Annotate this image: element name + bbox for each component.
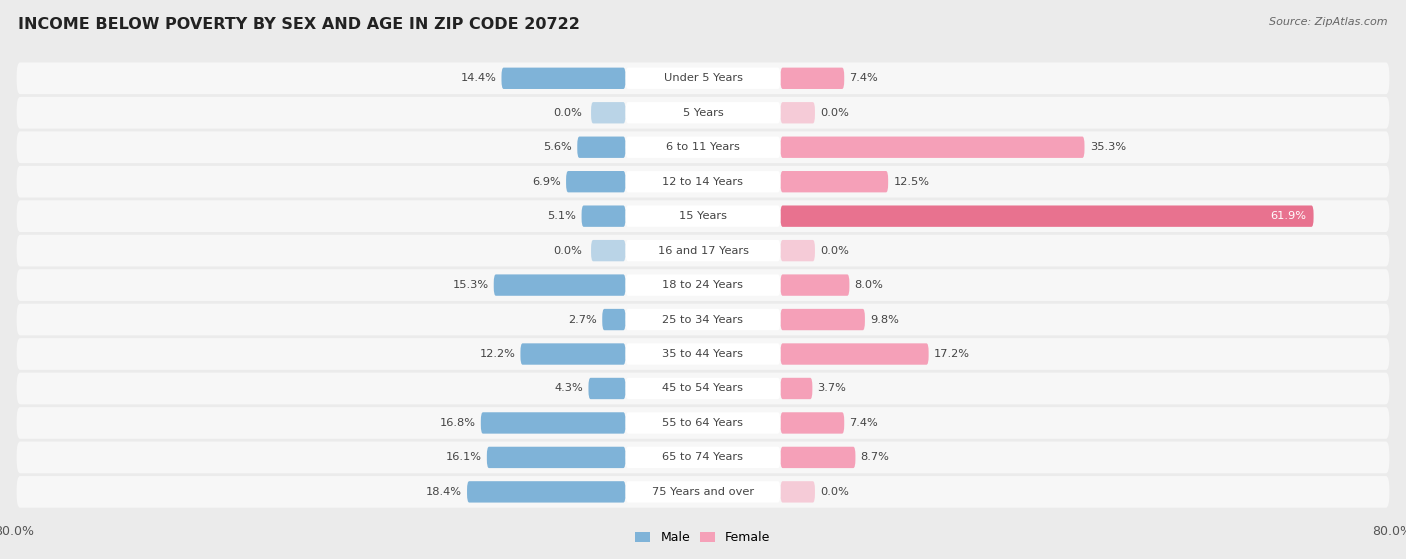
- FancyBboxPatch shape: [17, 200, 1389, 232]
- Text: 7.4%: 7.4%: [849, 73, 879, 83]
- FancyBboxPatch shape: [626, 309, 780, 330]
- FancyBboxPatch shape: [17, 97, 1389, 129]
- Text: 75 Years and over: 75 Years and over: [652, 487, 754, 497]
- FancyBboxPatch shape: [780, 171, 889, 192]
- Text: 25 to 34 Years: 25 to 34 Years: [662, 315, 744, 325]
- FancyBboxPatch shape: [626, 481, 780, 503]
- Text: 35 to 44 Years: 35 to 44 Years: [662, 349, 744, 359]
- Text: 12.2%: 12.2%: [479, 349, 515, 359]
- FancyBboxPatch shape: [626, 274, 780, 296]
- FancyBboxPatch shape: [17, 442, 1389, 473]
- FancyBboxPatch shape: [780, 413, 844, 434]
- FancyBboxPatch shape: [626, 68, 780, 89]
- Text: 0.0%: 0.0%: [554, 108, 582, 118]
- FancyBboxPatch shape: [17, 131, 1389, 163]
- Text: 61.9%: 61.9%: [1271, 211, 1306, 221]
- Text: 0.0%: 0.0%: [820, 245, 849, 255]
- Text: 6 to 11 Years: 6 to 11 Years: [666, 142, 740, 152]
- FancyBboxPatch shape: [467, 481, 626, 503]
- FancyBboxPatch shape: [626, 171, 780, 192]
- Text: Source: ZipAtlas.com: Source: ZipAtlas.com: [1270, 17, 1388, 27]
- FancyBboxPatch shape: [578, 136, 626, 158]
- Text: 12.5%: 12.5%: [893, 177, 929, 187]
- FancyBboxPatch shape: [626, 343, 780, 364]
- FancyBboxPatch shape: [520, 343, 626, 364]
- Text: 5 Years: 5 Years: [683, 108, 723, 118]
- FancyBboxPatch shape: [780, 274, 849, 296]
- FancyBboxPatch shape: [780, 240, 815, 261]
- Text: 0.0%: 0.0%: [820, 108, 849, 118]
- Text: 8.7%: 8.7%: [860, 452, 890, 462]
- FancyBboxPatch shape: [481, 413, 626, 434]
- Text: 65 to 74 Years: 65 to 74 Years: [662, 452, 744, 462]
- FancyBboxPatch shape: [17, 338, 1389, 370]
- FancyBboxPatch shape: [626, 447, 780, 468]
- Text: 18.4%: 18.4%: [426, 487, 461, 497]
- FancyBboxPatch shape: [591, 102, 626, 124]
- FancyBboxPatch shape: [494, 274, 626, 296]
- FancyBboxPatch shape: [591, 240, 626, 261]
- FancyBboxPatch shape: [17, 235, 1389, 267]
- Text: 5.1%: 5.1%: [547, 211, 576, 221]
- Text: 0.0%: 0.0%: [820, 487, 849, 497]
- FancyBboxPatch shape: [17, 269, 1389, 301]
- Text: 14.4%: 14.4%: [460, 73, 496, 83]
- FancyBboxPatch shape: [17, 373, 1389, 404]
- Text: INCOME BELOW POVERTY BY SEX AND AGE IN ZIP CODE 20722: INCOME BELOW POVERTY BY SEX AND AGE IN Z…: [18, 17, 581, 32]
- FancyBboxPatch shape: [17, 476, 1389, 508]
- Text: 15 Years: 15 Years: [679, 211, 727, 221]
- Text: 45 to 54 Years: 45 to 54 Years: [662, 383, 744, 394]
- FancyBboxPatch shape: [780, 378, 813, 399]
- Text: 12 to 14 Years: 12 to 14 Years: [662, 177, 744, 187]
- FancyBboxPatch shape: [780, 136, 1084, 158]
- Text: 0.0%: 0.0%: [554, 245, 582, 255]
- FancyBboxPatch shape: [602, 309, 626, 330]
- Text: 7.4%: 7.4%: [849, 418, 879, 428]
- Text: 8.0%: 8.0%: [855, 280, 883, 290]
- Text: 9.8%: 9.8%: [870, 315, 898, 325]
- Text: 16 and 17 Years: 16 and 17 Years: [658, 245, 748, 255]
- FancyBboxPatch shape: [780, 206, 1313, 227]
- Legend: Male, Female: Male, Female: [630, 526, 776, 549]
- Text: 16.1%: 16.1%: [446, 452, 482, 462]
- Text: 15.3%: 15.3%: [453, 280, 488, 290]
- FancyBboxPatch shape: [626, 136, 780, 158]
- FancyBboxPatch shape: [17, 407, 1389, 439]
- Text: Under 5 Years: Under 5 Years: [664, 73, 742, 83]
- Text: 35.3%: 35.3%: [1090, 142, 1126, 152]
- FancyBboxPatch shape: [780, 68, 844, 89]
- FancyBboxPatch shape: [780, 102, 815, 124]
- Text: 6.9%: 6.9%: [531, 177, 561, 187]
- FancyBboxPatch shape: [780, 343, 928, 364]
- FancyBboxPatch shape: [17, 63, 1389, 94]
- Text: 4.3%: 4.3%: [554, 383, 583, 394]
- Text: 5.6%: 5.6%: [543, 142, 572, 152]
- FancyBboxPatch shape: [780, 481, 815, 503]
- Text: 3.7%: 3.7%: [817, 383, 846, 394]
- Text: 55 to 64 Years: 55 to 64 Years: [662, 418, 744, 428]
- Text: 17.2%: 17.2%: [934, 349, 970, 359]
- FancyBboxPatch shape: [502, 68, 626, 89]
- FancyBboxPatch shape: [17, 166, 1389, 197]
- Text: 16.8%: 16.8%: [440, 418, 475, 428]
- FancyBboxPatch shape: [486, 447, 626, 468]
- FancyBboxPatch shape: [626, 413, 780, 434]
- FancyBboxPatch shape: [780, 447, 855, 468]
- FancyBboxPatch shape: [626, 206, 780, 227]
- FancyBboxPatch shape: [626, 378, 780, 399]
- Text: 2.7%: 2.7%: [568, 315, 598, 325]
- FancyBboxPatch shape: [780, 309, 865, 330]
- FancyBboxPatch shape: [582, 206, 626, 227]
- FancyBboxPatch shape: [626, 240, 780, 261]
- Text: 18 to 24 Years: 18 to 24 Years: [662, 280, 744, 290]
- FancyBboxPatch shape: [17, 304, 1389, 335]
- FancyBboxPatch shape: [589, 378, 626, 399]
- FancyBboxPatch shape: [626, 102, 780, 124]
- FancyBboxPatch shape: [567, 171, 626, 192]
